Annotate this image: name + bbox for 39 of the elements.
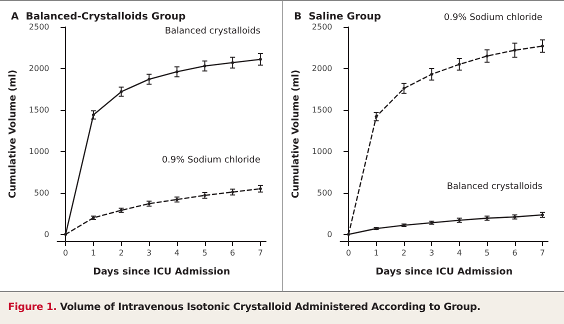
x-tick-label: 7 xyxy=(258,248,263,258)
y-tick-label: 1000 xyxy=(312,146,332,156)
y-tick-label: 2000 xyxy=(312,64,332,73)
x-tick-label: 6 xyxy=(230,248,236,258)
x-tick-label: 5 xyxy=(202,248,208,258)
y-tick-label: 2500 xyxy=(28,22,50,32)
x-tick-label: 1 xyxy=(374,248,379,258)
x-tick-label: 3 xyxy=(429,248,434,258)
x-tick-label: 0 xyxy=(63,248,68,258)
y-tick-label: 500 xyxy=(316,188,332,198)
x-tick-label: 4 xyxy=(174,248,180,258)
x-axis-title: Days since ICU Admission xyxy=(93,266,230,278)
y-tick-label: 1500 xyxy=(28,105,50,114)
x-tick-label: 0 xyxy=(346,248,352,258)
y-axis-title: Cumulative Volume (ml) xyxy=(290,70,302,198)
y-axis-title: Cumulative Volume (ml) xyxy=(8,70,18,198)
x-axis-title: Days since ICU Admission xyxy=(376,266,513,278)
y-tick-label: 2500 xyxy=(312,22,332,32)
caption: Figure 1. Volume of Intravenous Isotonic Crystalloid Administered According to Group. xyxy=(0,291,564,324)
y-tick-label: 0 xyxy=(327,230,332,239)
x-tick-label: 4 xyxy=(456,248,462,258)
text: Balanced crystalloids xyxy=(164,26,261,36)
text: 0.9% Sodium chloride xyxy=(162,156,261,166)
chart-title: A Balanced-Crystalloids Group xyxy=(11,12,186,22)
x-tick-label: 2 xyxy=(401,248,407,258)
text: 0.9% Sodium chloride xyxy=(444,13,543,24)
x-tick-label: 7 xyxy=(540,248,546,258)
text: Balanced crystalloids xyxy=(446,182,543,192)
x-tick-label: 1 xyxy=(90,248,96,258)
x-tick-label: 3 xyxy=(146,248,152,258)
x-tick-label: 6 xyxy=(512,248,518,258)
chart-title: B Saline Group xyxy=(294,12,382,22)
x-tick-label: 5 xyxy=(484,248,490,258)
y-tick-label: 1500 xyxy=(312,105,332,114)
y-tick-label: 2000 xyxy=(28,64,50,73)
y-tick-label: 500 xyxy=(34,188,50,198)
y-tick-label: 0 xyxy=(44,230,50,239)
y-tick-label: 1000 xyxy=(28,146,50,156)
x-tick-label: 2 xyxy=(118,248,124,258)
